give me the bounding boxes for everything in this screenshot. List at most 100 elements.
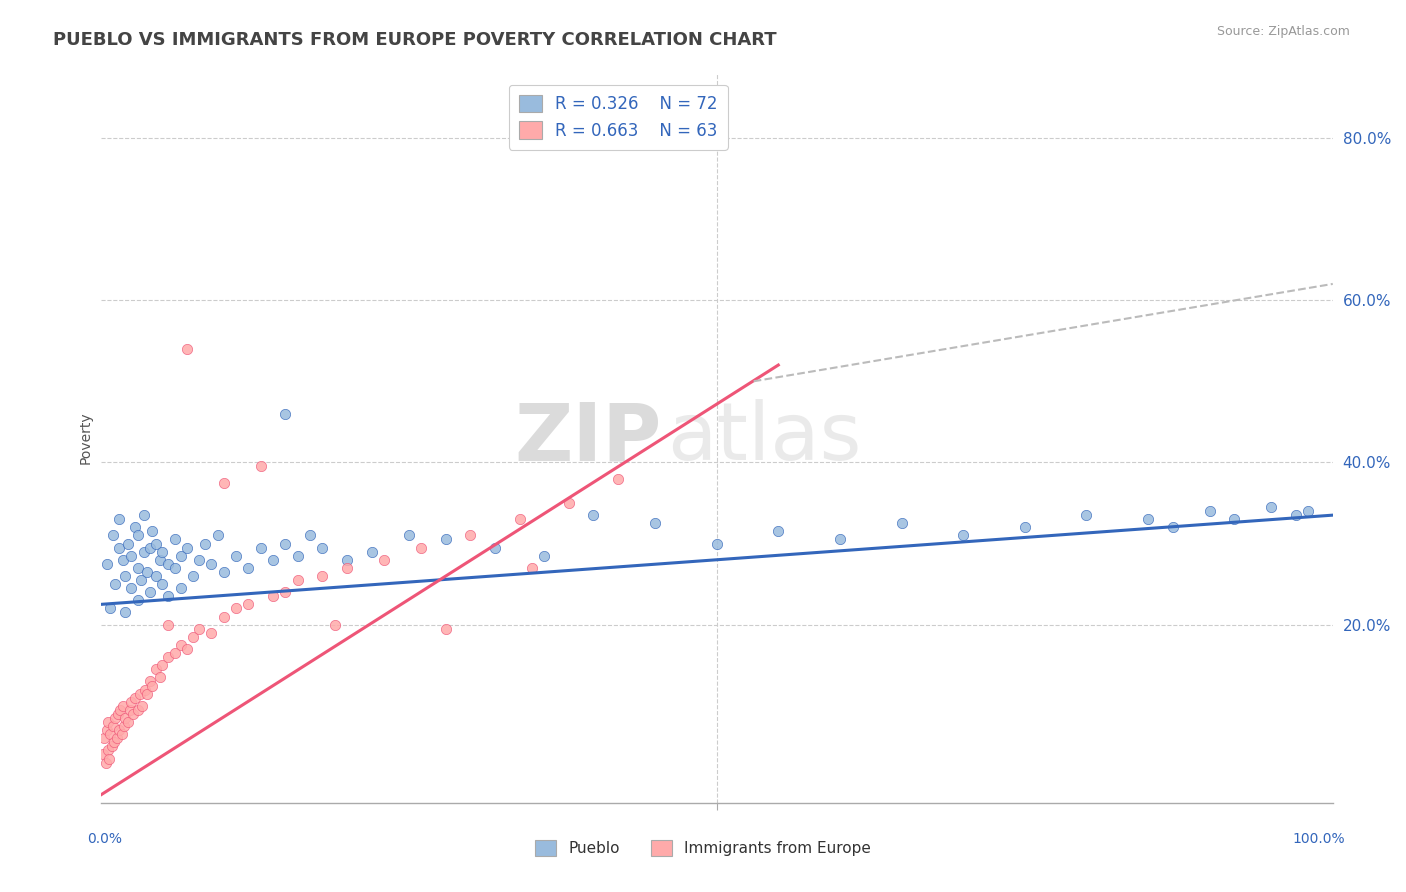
Point [163,646,186,660]
Point [105,731,128,746]
Point [150,577,173,591]
Point [409,541,432,555]
Point [582,508,605,523]
Point [136,565,159,579]
Point [110,703,132,717]
Point [127,593,149,607]
Point [274,536,297,550]
Point [163,561,186,575]
Point [181,630,204,644]
Point [890,516,912,531]
Point [129,573,152,587]
Point [373,553,395,567]
Point [238,598,260,612]
Point [225,601,247,615]
Point [200,557,222,571]
Point [134,682,156,697]
Point [1296,504,1319,518]
Point [141,679,163,693]
Point [533,549,555,563]
Point [1285,508,1308,523]
Point [150,544,173,558]
Point [262,553,284,567]
Point [114,711,136,725]
Point [139,674,162,689]
Point [94,756,117,770]
Point [262,589,284,603]
Point [107,706,129,721]
Point [1198,504,1220,518]
Point [139,585,162,599]
Point [706,536,728,550]
Point [98,751,121,765]
Legend: R = 0.326    N = 72, R = 0.663    N = 63: R = 0.326 N = 72, R = 0.663 N = 63 [509,85,728,150]
Point [952,528,974,542]
Point [212,565,235,579]
Point [114,569,136,583]
Point [644,516,666,531]
Text: Source: ZipAtlas.com: Source: ZipAtlas.com [1216,25,1350,38]
Point [188,553,211,567]
Point [170,581,193,595]
Point [132,508,155,523]
Point [434,622,457,636]
Point [484,541,506,555]
Point [311,569,333,583]
Point [176,342,198,356]
Point [157,557,180,571]
Point [558,496,581,510]
Point [127,528,149,542]
Point [274,407,297,421]
Point [181,569,204,583]
Point [157,650,180,665]
Point [509,512,531,526]
Point [360,544,382,558]
Point [114,606,136,620]
Point [520,561,543,575]
Point [1260,500,1282,514]
Point [287,573,309,587]
Text: 0.0%: 0.0% [87,832,122,846]
Point [108,512,131,526]
Point [607,472,630,486]
Point [103,735,125,749]
Point [131,698,153,713]
Point [828,533,851,547]
Point [207,528,229,542]
Point [93,731,115,746]
Point [139,541,162,555]
Point [91,747,114,762]
Point [299,528,322,542]
Point [176,541,198,555]
Point [136,687,159,701]
Point [149,670,172,684]
Point [323,617,346,632]
Text: ZIP: ZIP [515,399,661,477]
Point [111,553,134,567]
Point [124,520,146,534]
Point [108,723,131,738]
Point [434,533,457,547]
Point [96,557,118,571]
Point [238,561,260,575]
Point [117,714,139,729]
Point [1223,512,1246,526]
Legend: Pueblo, Immigrants from Europe: Pueblo, Immigrants from Europe [529,834,877,862]
Point [101,719,124,733]
Point [100,727,122,741]
Point [287,549,309,563]
Point [97,743,120,757]
Point [225,549,247,563]
Point [336,561,359,575]
Point [101,528,124,542]
Point [120,549,142,563]
Point [96,723,118,738]
Point [145,536,167,550]
Point [163,533,186,547]
Point [170,638,193,652]
Point [127,561,149,575]
Point [145,569,167,583]
Point [145,662,167,676]
Point [1161,520,1184,534]
Point [100,601,122,615]
